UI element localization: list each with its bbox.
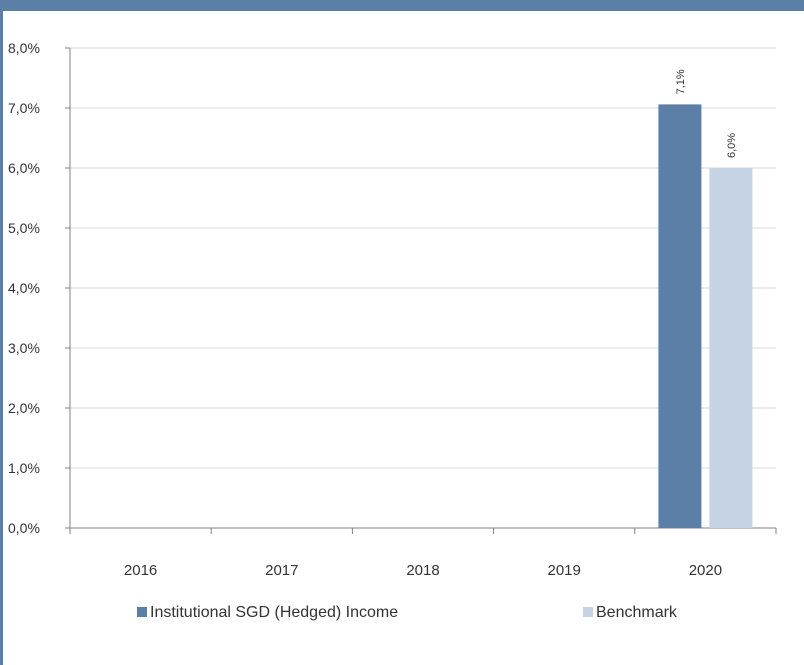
legend-item: Institutional SGD (Hedged) Income [137, 604, 398, 621]
y-tick-label: 2,0% [8, 400, 40, 416]
y-axis: 0,0% 1,0% 2,0% 3,0% 4,0% 5,0% 6,0% 7,0% 8,0% [8, 40, 71, 536]
x-tick-label: 2016 [124, 562, 157, 579]
legend-item: Benchmark [583, 604, 678, 621]
legend: Institutional SGD (Hedged) Income Benchma… [137, 604, 678, 621]
y-tick-label: 8,0% [8, 40, 40, 56]
y-tick-label: 1,0% [8, 460, 40, 476]
y-tick-label: 5,0% [8, 220, 40, 236]
bars [658, 104, 753, 529]
bar [658, 104, 702, 529]
x-tick-label: 2017 [265, 562, 298, 579]
y-tick-label: 6,0% [8, 160, 40, 176]
legend-swatch [137, 607, 147, 617]
data-label: 6,0% [726, 133, 738, 158]
left-accent-bar [0, 0, 3, 665]
bar [709, 168, 753, 528]
top-accent-bar [0, 0, 804, 11]
y-tick-label: 4,0% [8, 280, 40, 296]
x-tick-label: 2019 [548, 562, 581, 579]
legend-swatch [583, 607, 593, 617]
data-labels: 7,1% 6,0% [675, 69, 738, 158]
legend-label: Benchmark [596, 604, 678, 621]
y-tick-label: 7,0% [8, 100, 40, 116]
x-tick-label: 2020 [689, 562, 722, 579]
data-label: 7,1% [675, 69, 687, 94]
legend-label: Institutional SGD (Hedged) Income [150, 604, 398, 621]
x-axis: 2016 2017 2018 2019 2020 [69, 527, 777, 579]
y-tick-label: 3,0% [8, 340, 40, 356]
y-tick-label: 0,0% [8, 520, 40, 536]
gridlines [70, 47, 776, 469]
x-tick-label: 2018 [406, 562, 439, 579]
